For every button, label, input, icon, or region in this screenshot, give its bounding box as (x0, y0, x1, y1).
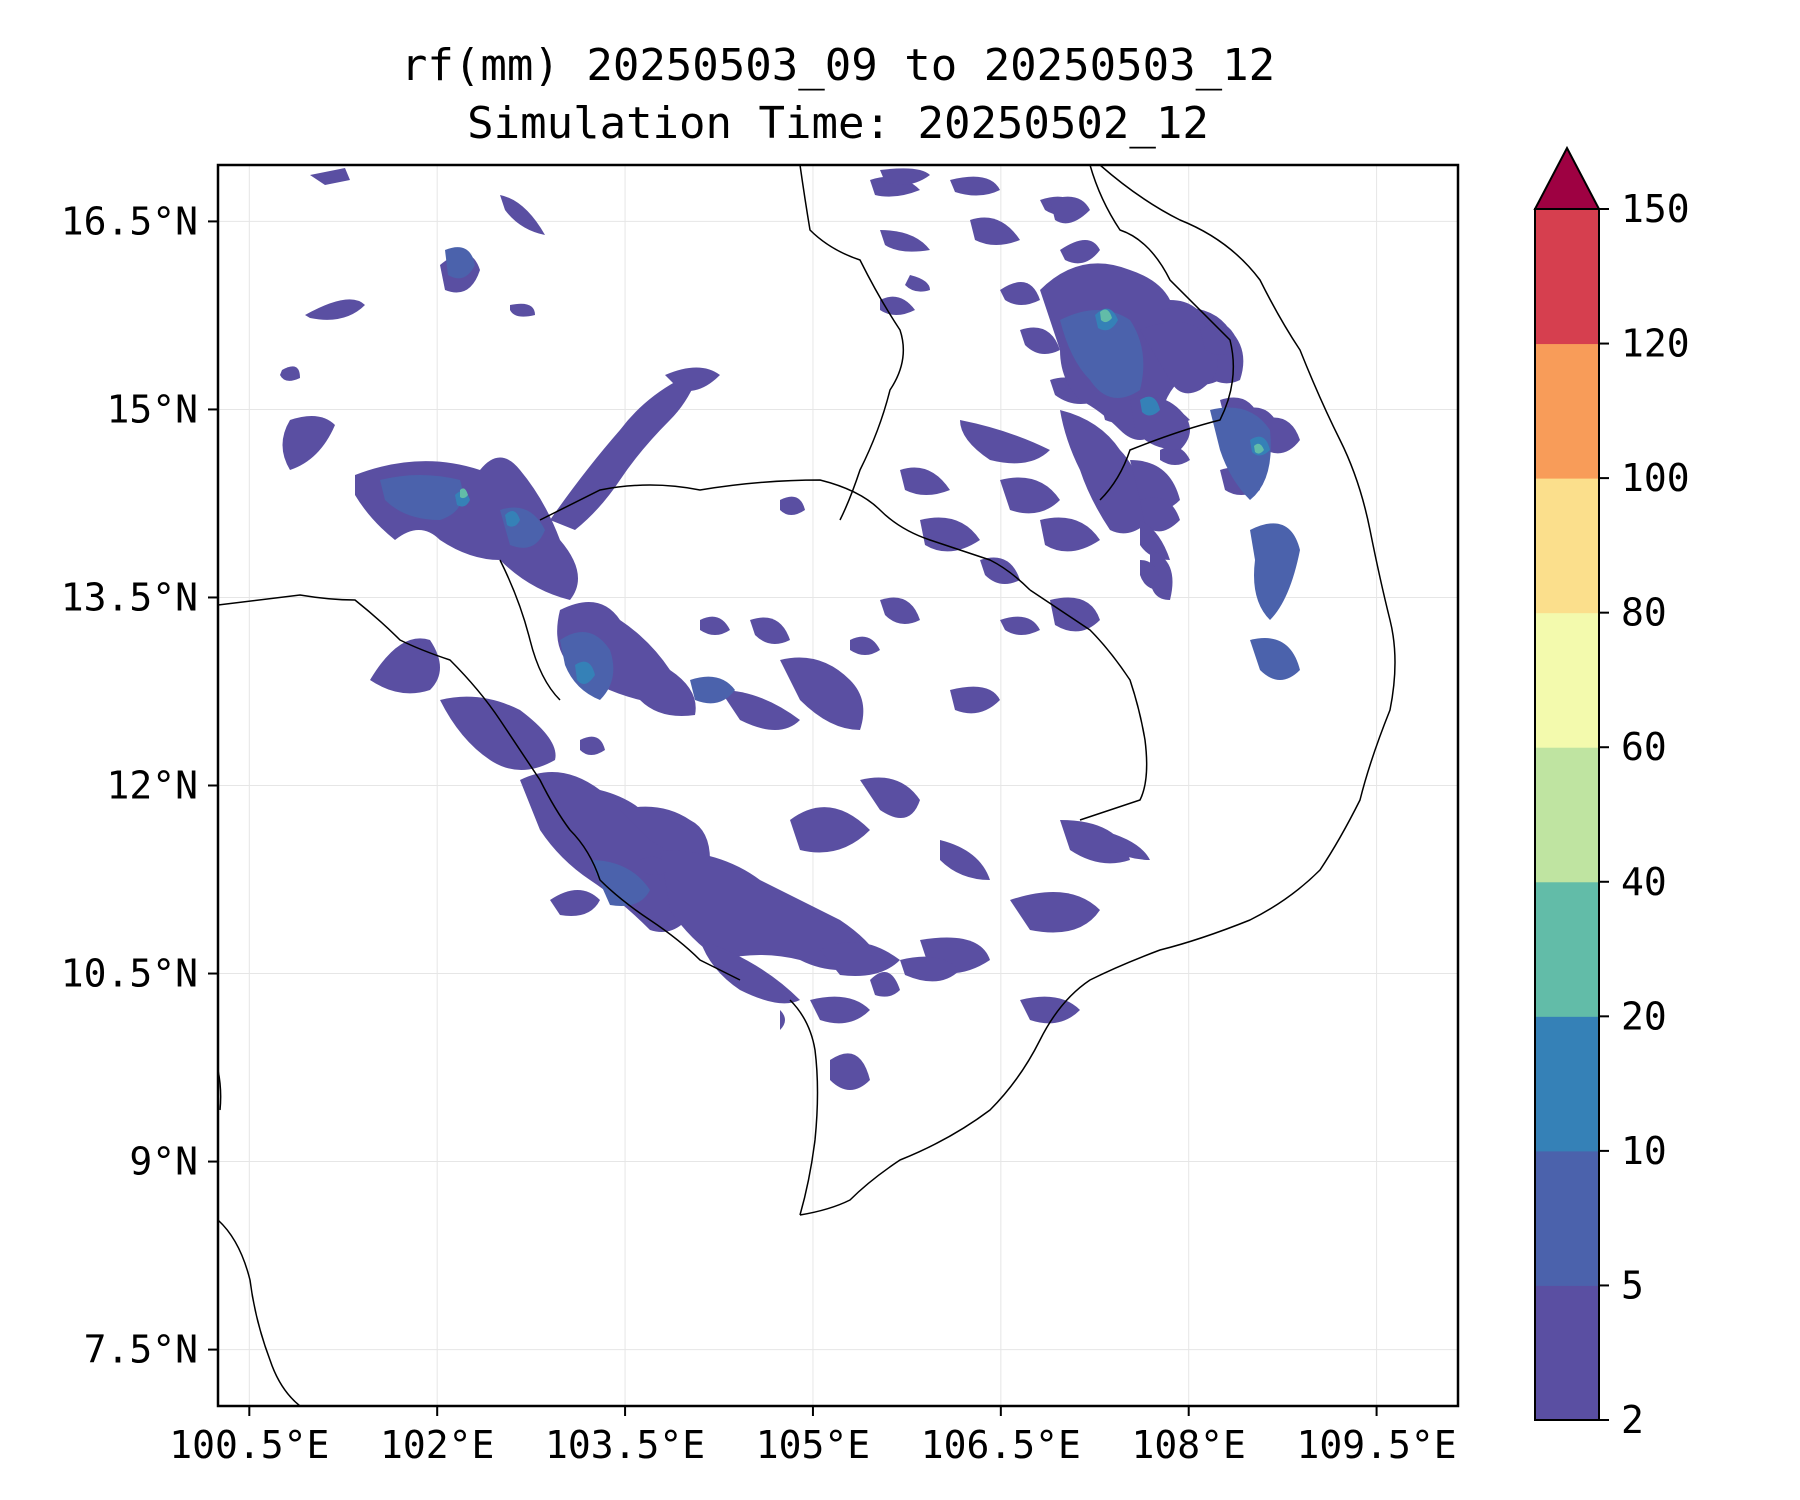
colorbar-segment (1535, 1016, 1599, 1152)
chart-subtitle: Simulation Time: 20250502_12 (467, 98, 1209, 149)
colorbar-segment (1535, 1150, 1599, 1286)
lat-tick-label: 7.5°N (84, 1328, 198, 1372)
lon-tick-label: 106.5°E (921, 1423, 1081, 1467)
rainfall-patches-2-5mm (280, 168, 1300, 1090)
colorbar-tick-label: 60 (1621, 725, 1667, 769)
colorbar-segment (1535, 1285, 1599, 1421)
lat-tick-label: 13.5°N (61, 575, 198, 619)
latitude-axis: 16.5°N 15°N 13.5°N 12°N 10.5°N 9°N 7.5°N (61, 199, 218, 1372)
gridlines (218, 165, 1458, 1406)
colorbar: 2 5 10 20 40 60 80 100 120 150 (1533, 145, 1690, 1442)
colorbar-tick-label: 120 (1621, 322, 1690, 366)
colorbar-segment (1535, 747, 1599, 883)
colorbar-frame (1534, 208, 1600, 1421)
lon-tick-label: 109.5°E (1297, 1423, 1457, 1467)
lat-tick-label: 16.5°N (61, 199, 198, 243)
colorbar-segment (1535, 209, 1599, 345)
lon-tick-label: 108°E (1132, 1423, 1246, 1467)
colorbar-segment (1535, 881, 1599, 1017)
colorbar-tick-label: 10 (1621, 1129, 1667, 1173)
colorbar-tick-label: 80 (1621, 591, 1667, 635)
rainfall-patches-5-10mm (380, 247, 1300, 906)
colorbar-segment (1535, 343, 1599, 479)
lon-tick-label: 100.5°E (169, 1423, 329, 1467)
rainfall-patches-20-40mm (460, 309, 1264, 499)
colorbar-extend-arrow (1533, 145, 1601, 210)
chart-title: rf(mm) 20250503_09 to 20250503_12 (400, 40, 1276, 91)
lon-tick-label: 103.5°E (545, 1423, 705, 1467)
coastlines-borders (218, 165, 1396, 1406)
lat-tick-label: 12°N (106, 764, 198, 808)
longitude-axis: 100.5°E 102°E 103.5°E 105°E 106.5°E 108°E 109.… (169, 1406, 1457, 1467)
lat-tick-label: 10.5°N (61, 952, 198, 996)
colorbar-tick-label: 20 (1621, 994, 1667, 1038)
colorbar-segment (1535, 612, 1599, 748)
colorbar-tick-label: 100 (1621, 456, 1690, 500)
lat-tick-label: 15°N (106, 387, 198, 431)
lon-tick-label: 102°E (380, 1423, 494, 1467)
lat-tick-label: 9°N (129, 1140, 198, 1184)
colorbar-tick-label: 150 (1621, 187, 1690, 231)
colorbar-segment (1535, 478, 1599, 614)
lon-tick-label: 105°E (756, 1423, 870, 1467)
colorbar-tick-label: 5 (1621, 1263, 1644, 1307)
colorbar-tick-label: 40 (1621, 860, 1667, 904)
colorbar-tick-label: 2 (1621, 1398, 1644, 1442)
